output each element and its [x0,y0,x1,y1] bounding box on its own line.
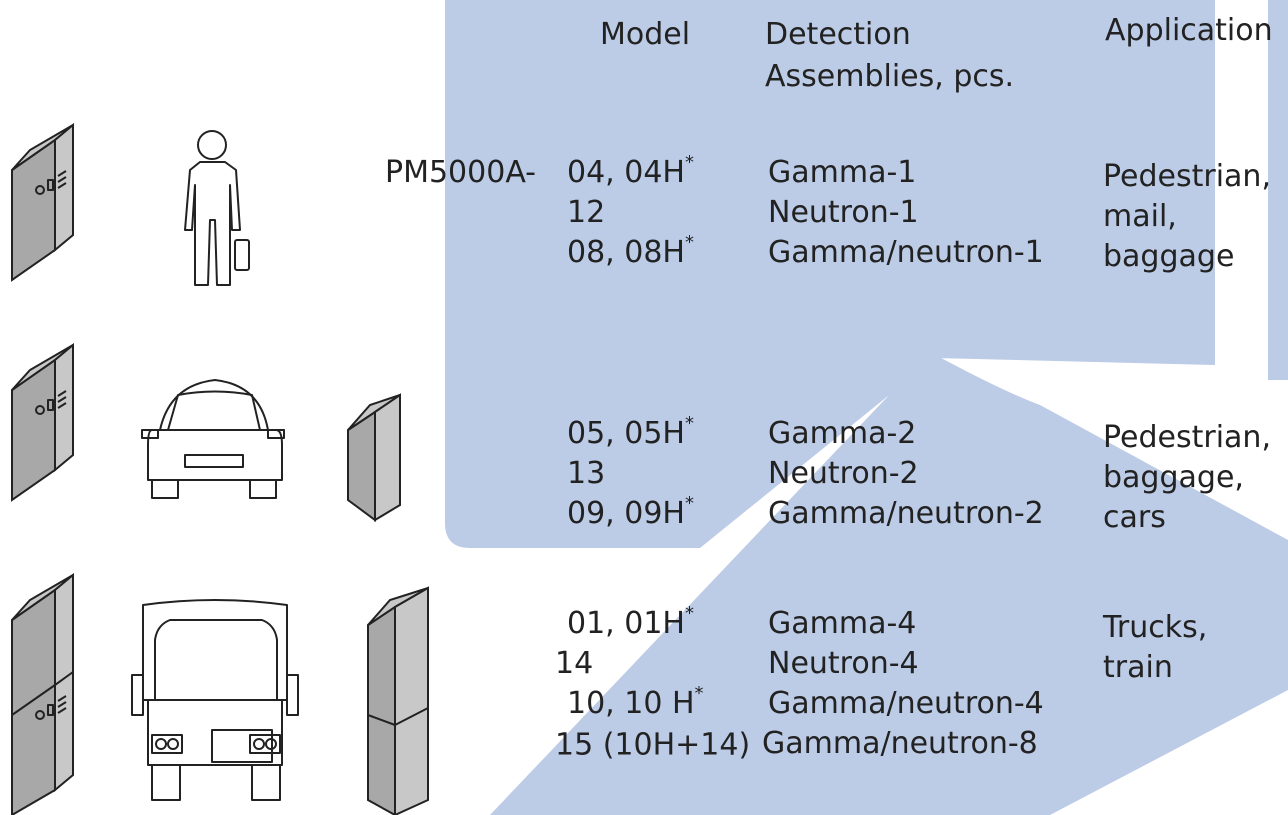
person-icon [184,130,250,286]
detection-assembly: Gamma-4 [768,606,916,641]
application: Pedestrian, [1103,420,1271,455]
detection-assembly: Gamma-2 [768,416,916,451]
model-code: 01, 01H* [567,603,694,641]
model-code: 08, 08H* [567,232,694,270]
application: baggage, [1103,460,1244,495]
application: baggage [1103,239,1234,274]
model-code: 04, 04H* [567,152,694,190]
cabinet-icon [11,572,74,815]
model-code: 05, 05H* [567,413,694,451]
model-code: 13 [567,456,605,491]
header-detection: Detection [765,17,911,52]
model-note: * [685,603,694,624]
detection-assembly: Neutron-4 [768,646,919,681]
model-code-text: 13 [567,456,605,491]
model-note: * [685,232,694,253]
model-note: * [685,493,694,514]
model-code-text: 01, 01H [567,606,685,641]
model-code-text: 10, 10 H [567,686,695,721]
model-code: 10, 10 H* [567,683,704,721]
model-code-text: 15 (10H+14) [555,728,750,763]
model-note: * [685,152,694,173]
model-note: * [695,683,704,704]
detection-assembly: Neutron-1 [768,195,919,230]
model-code: 15 (10H+14) [555,728,750,763]
model-code: 09, 09H* [567,493,694,531]
detection-assembly: Gamma-1 [768,155,916,190]
model-prefix: PM5000A- [385,155,536,190]
header-detection: Assemblies, pcs. [765,59,1014,94]
model-note: * [685,413,694,434]
application: cars [1103,500,1166,535]
model-code-text: 14 [555,646,593,681]
detection-assembly: Gamma/neutron-1 [768,235,1044,270]
model-code: 14 [555,646,593,681]
cabinet-icon [11,342,74,502]
header-model: Model [600,17,690,52]
application: mail, [1103,199,1177,234]
application: Pedestrian, [1103,159,1271,194]
cabinet-icon [11,122,74,282]
pillar-icon [347,393,401,522]
application: train [1103,650,1173,685]
truck-icon [131,599,299,801]
model-code: 12 [567,195,605,230]
pillar-icon [367,586,429,815]
model-code-text: 05, 05H [567,416,685,451]
detection-assembly: Gamma/neutron-8 [762,726,1038,761]
model-code-text: 08, 08H [567,235,685,270]
model-code-text: 12 [567,195,605,230]
background-logo [445,0,1288,815]
model-code-text: 04, 04H [567,155,685,190]
model-code-text: 09, 09H [567,496,685,531]
car-icon [141,379,285,499]
header-application: Application [1105,13,1273,48]
application: Trucks, [1102,610,1207,645]
detection-assembly: Gamma/neutron-2 [768,496,1044,531]
detection-assembly: Gamma/neutron-4 [768,686,1044,721]
detection-assembly: Neutron-2 [768,456,919,491]
